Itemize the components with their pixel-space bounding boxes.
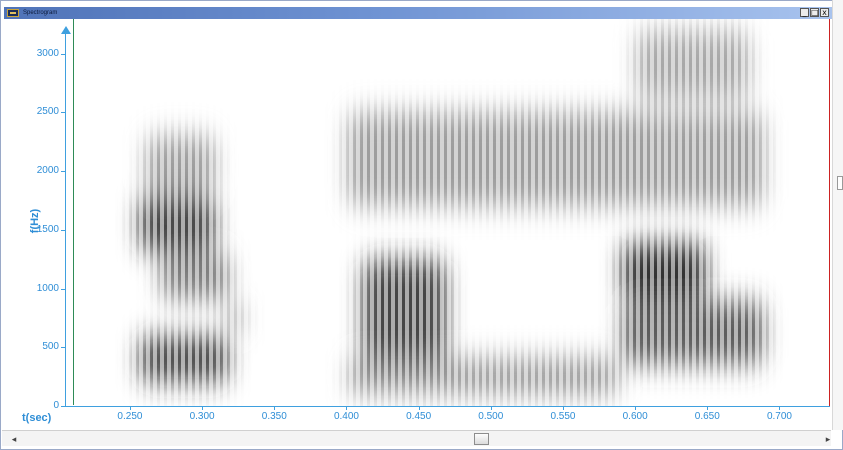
x-tick (707, 406, 709, 410)
x-tick (274, 406, 276, 410)
y-tick-label: 1000 (36, 282, 59, 294)
x-tick-label: 0.500 (478, 411, 504, 422)
y-axis-arrow-icon (61, 26, 71, 34)
y-tick-label: 2000 (36, 165, 59, 176)
x-tick (346, 406, 348, 410)
x-axis-label: t(sec) (22, 412, 52, 424)
y-tick-label: 1500 (36, 223, 59, 235)
scrollbar-thumb[interactable] (474, 433, 489, 445)
plot-right-marker (65, 19, 830, 406)
striation-overlay (65, 19, 830, 406)
spectrogram-app-icon (7, 9, 19, 17)
y-tick-label: 2500 (36, 106, 59, 118)
minimize-button[interactable]: _ (800, 8, 809, 17)
plot-left-marker[interactable] (73, 19, 74, 405)
y-tick-label: 3000 (36, 47, 59, 59)
x-tick (418, 406, 420, 410)
x-tick (635, 406, 637, 410)
y-tick (61, 171, 65, 172)
y-tick (61, 53, 65, 55)
x-tick (779, 406, 781, 410)
y-tick-label: 500 (42, 341, 59, 353)
scroll-right-icon[interactable]: ▸ (825, 434, 831, 444)
x-tick (129, 406, 131, 410)
window-title: Spectrogram (23, 10, 58, 16)
y-tick (61, 229, 65, 231)
y-tick (61, 347, 65, 349)
y-tick (61, 288, 65, 290)
splitter-handle[interactable] (837, 176, 843, 190)
side-panel (832, 0, 843, 430)
title-bar[interactable]: Spectrogram _ □ x (4, 7, 832, 19)
x-tick-label: 0.600 (622, 411, 648, 422)
y-axis (65, 30, 66, 406)
y-tick-label: 0 (53, 400, 59, 411)
x-tick-label: 0.550 (550, 411, 576, 422)
x-tick (202, 406, 204, 410)
y-tick (61, 406, 65, 407)
y-axis-label: f(Hz) (29, 208, 41, 234)
x-tick-label: 0.350 (261, 411, 287, 422)
x-tick-label: 0.700 (766, 411, 792, 422)
x-tick (562, 406, 564, 410)
x-tick-label: 0.400 (333, 411, 359, 422)
horizontal-scrollbar[interactable]: ◂ ▸ (2, 430, 831, 446)
spectrogram-plot[interactable] (65, 19, 830, 406)
scroll-left-icon[interactable]: ◂ (11, 434, 17, 444)
x-tick-label: 0.450 (406, 411, 432, 422)
y-tick (61, 112, 65, 114)
x-tick (490, 406, 492, 410)
x-tick-label: 0.300 (189, 411, 215, 422)
close-button[interactable]: x (820, 8, 829, 17)
x-tick-label: 0.250 (117, 411, 143, 422)
maximize-button[interactable]: □ (810, 8, 819, 17)
x-axis (65, 406, 830, 407)
x-tick-label: 0.650 (694, 411, 720, 422)
